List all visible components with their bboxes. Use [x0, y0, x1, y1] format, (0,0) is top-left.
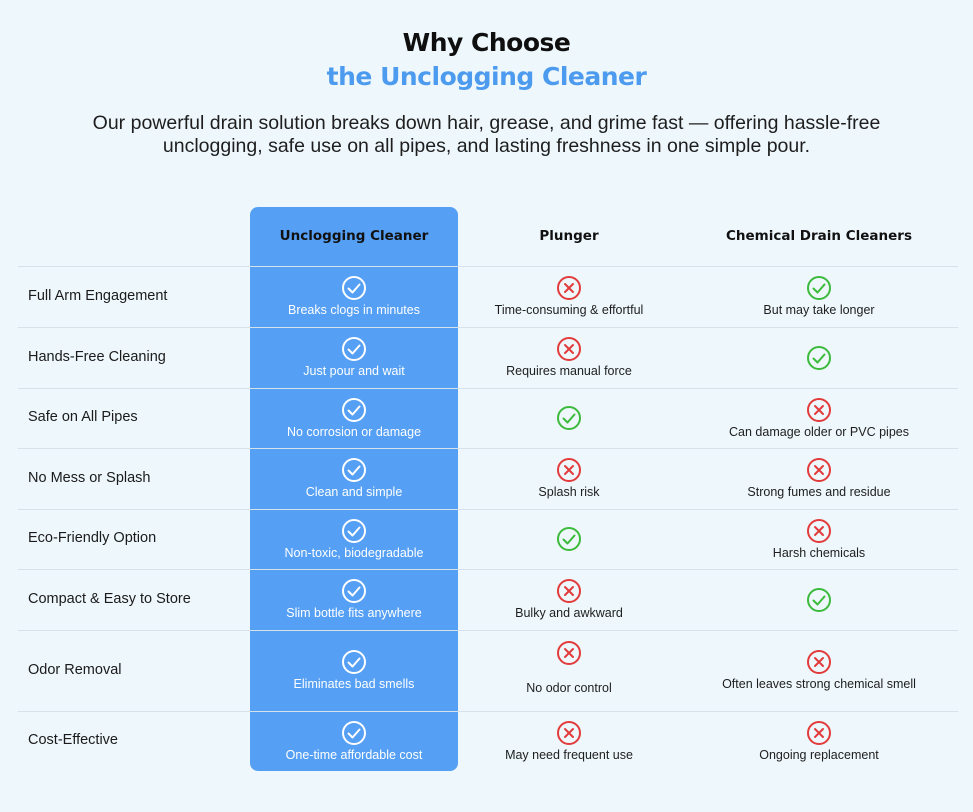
chemical-caption: Harsh chemicals: [772, 545, 866, 560]
row-divider: [18, 630, 958, 631]
chemical-caption: Ongoing replacement: [759, 747, 879, 762]
row-divider: [18, 448, 958, 449]
cross-icon: [454, 336, 684, 362]
cleaner-cell: Just pour and wait: [239, 336, 469, 379]
highlighted-column: [250, 207, 458, 771]
row-divider: [18, 711, 958, 712]
check-icon: [239, 397, 469, 423]
cross-icon: [704, 457, 934, 483]
check-icon: [704, 275, 934, 301]
check-icon: [454, 526, 684, 552]
plunger-cell: Requires manual force: [454, 336, 684, 379]
plunger-caption: Splash risk: [538, 485, 600, 499]
feature-label: Odor Removal: [28, 661, 122, 678]
plunger-caption: Bulky and awkward: [515, 606, 623, 620]
cleaner-caption: No corrosion or damage: [286, 424, 422, 439]
cross-icon: [704, 720, 934, 746]
cross-icon: [454, 578, 684, 604]
chemical-cell: Can damage older or PVC pipes: [704, 397, 934, 440]
column-header-chemical: Chemical Drain Cleaners: [726, 228, 912, 244]
check-icon: [704, 587, 934, 613]
cleaner-caption: Clean and simple: [305, 485, 403, 499]
row-divider: [18, 569, 958, 570]
cleaner-caption: Eliminates bad smells: [293, 677, 415, 691]
chemical-cell: Strong fumes and residue: [704, 457, 934, 500]
chemical-cell: But may take longer: [704, 275, 934, 318]
chemical-caption: Can damage older or PVC pipes: [729, 424, 909, 439]
row-divider: [18, 509, 958, 510]
chemical-cell: [704, 345, 934, 371]
cleaner-cell: Clean and simple: [239, 457, 469, 500]
feature-label: Cost-Effective: [28, 732, 118, 748]
check-icon: [239, 275, 469, 301]
feature-label: No Mess or Splash: [28, 469, 151, 486]
cross-icon: [454, 640, 684, 666]
feature-label: Eco-Friendly Option: [28, 530, 157, 546]
column-header-cleaner: Unclogging Cleaner: [279, 228, 429, 244]
chemical-caption: Strong fumes and residue: [747, 485, 891, 499]
feature-label: Hands-Free Cleaning: [28, 348, 166, 365]
chemical-caption: But may take longer: [763, 303, 875, 317]
page-title-highlight: the Unclogging Cleaner: [326, 62, 647, 91]
cleaner-cell: One-time affordable cost: [239, 720, 469, 763]
check-icon: [239, 578, 469, 604]
plunger-cell: [454, 405, 684, 431]
cleaner-cell: Slim bottle fits anywhere: [239, 578, 469, 621]
cleaner-cell: Non-toxic, biodegradable: [239, 518, 469, 561]
row-divider: [18, 266, 958, 267]
check-icon: [239, 720, 469, 746]
cleaner-cell: No corrosion or damage: [239, 397, 469, 440]
cleaner-cell: Breaks clogs in minutes: [239, 275, 469, 318]
check-icon: [239, 336, 469, 362]
chemical-cell: Harsh chemicals: [704, 518, 934, 561]
feature-label: Compact & Easy to Store: [28, 590, 191, 607]
plunger-cell: Bulky and awkward: [454, 578, 684, 621]
plunger-cell: [454, 526, 684, 552]
cleaner-cell: Eliminates bad smells: [239, 649, 469, 692]
cleaner-caption: Breaks clogs in minutes: [287, 303, 420, 317]
cross-icon: [704, 649, 934, 675]
row-divider: [18, 327, 958, 328]
plunger-caption: Time-consuming & effortful: [494, 303, 644, 317]
plunger-cell: May need frequent use: [454, 720, 684, 763]
plunger-cell: No odor control: [454, 640, 684, 696]
check-icon: [454, 405, 684, 431]
chemical-cell: Often leaves strong chemical smell: [704, 649, 934, 692]
plunger-cell: Time-consuming & effortful: [454, 275, 684, 318]
chemical-cell: [704, 587, 934, 613]
column-header-plunger: Plunger: [539, 228, 599, 244]
feature-label: Full Arm Engagement: [28, 287, 168, 304]
plunger-caption: Requires manual force: [506, 364, 632, 378]
page-title: Why Choose: [402, 28, 571, 57]
cleaner-caption: Slim bottle fits anywhere: [286, 606, 422, 620]
check-icon: [704, 345, 934, 371]
check-icon: [239, 518, 469, 544]
check-icon: [239, 457, 469, 483]
chemical-caption: Often leaves strong chemical smell: [722, 677, 916, 691]
cleaner-caption: Just pour and wait: [303, 364, 405, 378]
cross-icon: [454, 275, 684, 301]
page-subtitle: Our powerful drain solution breaks down …: [92, 112, 881, 157]
plunger-caption: No odor control: [526, 681, 612, 695]
plunger-caption: May need frequent use: [505, 747, 633, 762]
feature-label: Safe on All Pipes: [28, 409, 138, 425]
row-divider: [18, 388, 958, 389]
check-icon: [239, 649, 469, 675]
cross-icon: [704, 397, 934, 423]
cross-icon: [454, 457, 684, 483]
cleaner-caption: Non-toxic, biodegradable: [284, 545, 424, 560]
plunger-cell: Splash risk: [454, 457, 684, 500]
cleaner-caption: One-time affordable cost: [285, 747, 423, 762]
cross-icon: [454, 720, 684, 746]
cross-icon: [704, 518, 934, 544]
chemical-cell: Ongoing replacement: [704, 720, 934, 763]
